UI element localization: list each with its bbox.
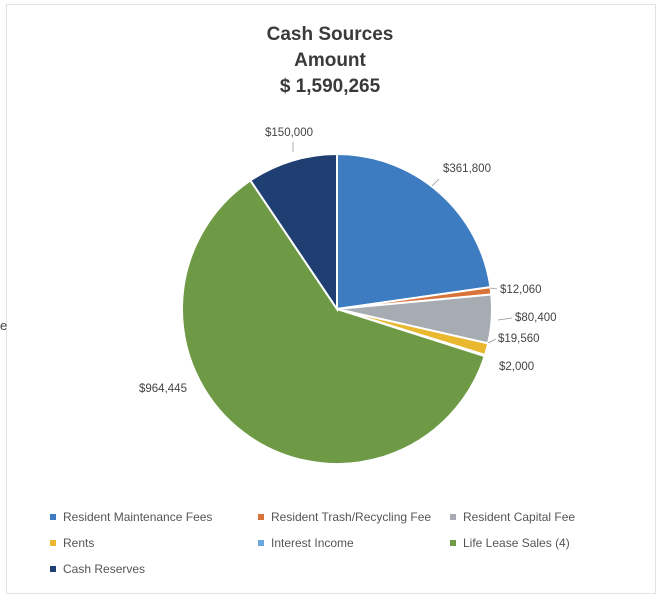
legend-swatch [450, 514, 456, 520]
legend-item: Resident Maintenance Fees [50, 510, 212, 524]
legend-item: Interest Income [258, 536, 354, 550]
data-label: $150,000 [265, 127, 313, 139]
legend-swatch [258, 514, 264, 520]
leader-line [489, 287, 498, 290]
data-label: $964,445 [139, 383, 187, 395]
legend-swatch [50, 566, 56, 572]
chart-title: Cash Sources Amount $ 1,590,265 [0, 22, 660, 100]
title-line-1: Cash Sources [266, 24, 394, 45]
chart-frame [6, 4, 656, 594]
data-label: $80,400 [515, 312, 557, 324]
data-label: $2,000 [499, 361, 534, 373]
legend-label: Resident Maintenance Fees [63, 510, 213, 524]
data-label: $361,800 [443, 163, 491, 175]
legend-swatch [258, 540, 264, 546]
legend-label: Life Lease Sales (4) [463, 536, 570, 550]
stray-text: e [0, 318, 8, 333]
legend-swatch [450, 540, 456, 546]
legend-swatch [50, 540, 56, 546]
leader-lines [292, 142, 513, 344]
legend-item: Resident Capital Fee [450, 510, 575, 524]
legend-item: Cash Reserves [50, 562, 145, 576]
leader-line [431, 178, 440, 187]
data-labels: $361,800 $12,060 $80,400 $19,560 $2,000 $964,… [139, 127, 557, 395]
data-label: $19,560 [498, 333, 540, 345]
legend-item: Life Lease Sales (4) [450, 536, 570, 550]
pie-slice-cash-reserves [249, 152, 338, 313]
legend-item: Rents [50, 536, 94, 550]
legend-label: Interest Income [271, 536, 354, 550]
leader-line [497, 317, 513, 321]
pie-slice-life-lease-sales-4 [181, 179, 486, 465]
pie-slices [181, 152, 493, 465]
legend-label: Resident Trash/Recycling Fee [271, 510, 432, 524]
legend-item: Resident Trash/Recycling Fee [258, 510, 431, 524]
legend-label: Rents [63, 536, 95, 550]
legend-swatch [50, 514, 56, 520]
pie-slice-resident-maintenance-fees [336, 152, 492, 311]
leader-line [487, 338, 497, 344]
legend-label: Resident Capital Fee [463, 510, 576, 524]
title-total: $ 1,590,265 [279, 76, 381, 97]
title-line-2: Amount [294, 50, 366, 71]
legend-label: Cash Reserves [63, 562, 146, 576]
data-label: $12,060 [500, 284, 542, 296]
